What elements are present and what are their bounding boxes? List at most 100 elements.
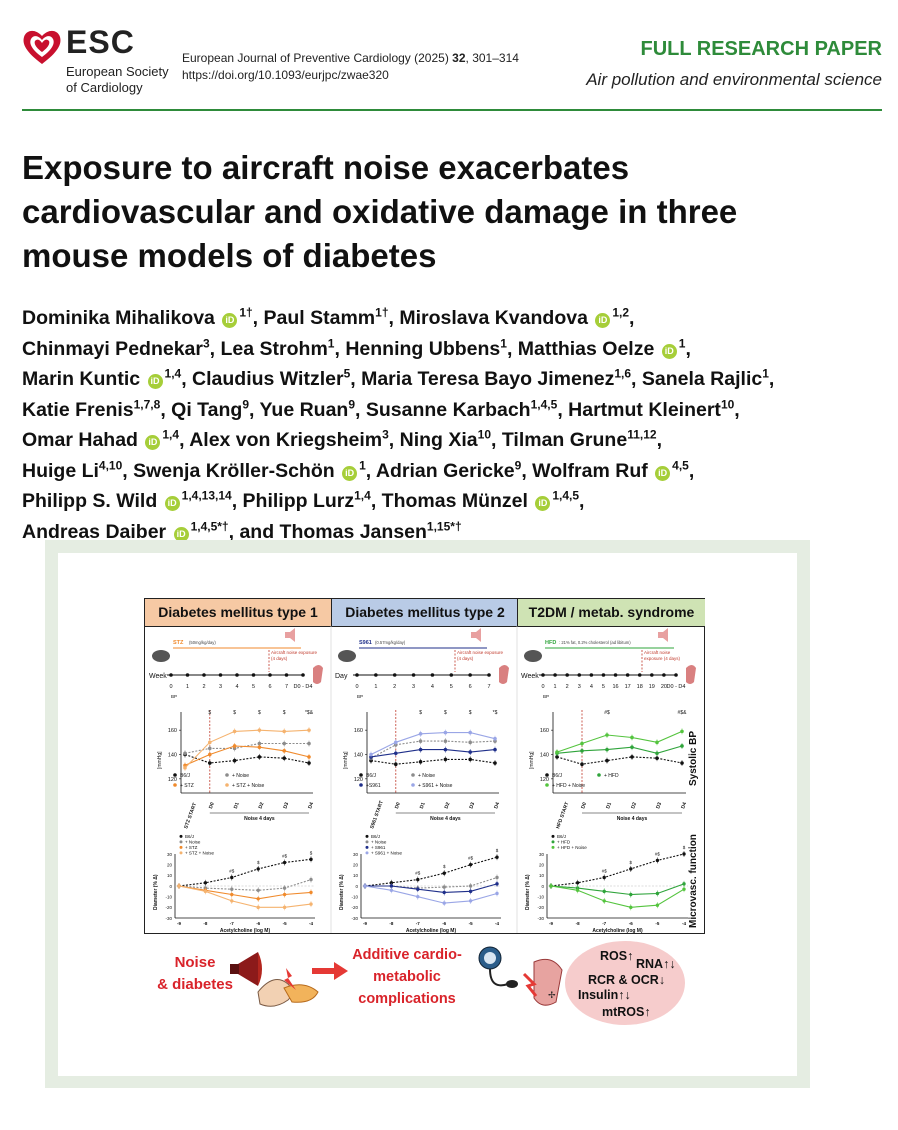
author-name[interactable]: Susanne Karbach [365, 398, 531, 421]
significance-mark: $ [233, 710, 236, 716]
author-name[interactable]: Swenja Kröller-Schön [133, 459, 335, 482]
artery-icon [313, 665, 323, 684]
author-name[interactable]: Sanela Rajlic [641, 368, 763, 390]
micro-y-tick-label: -30 [351, 916, 358, 921]
author-name[interactable]: Qi Tang [171, 398, 243, 421]
orcid-icon[interactable]: iD [164, 496, 180, 511]
bp-y-tick-label: 120 [354, 777, 363, 783]
significance-mark: $ [257, 860, 260, 865]
bp-data-point [418, 732, 423, 736]
micro-data-point [416, 894, 420, 899]
additive-complications-label: Additive cardio- metabolic complications [352, 947, 462, 1007]
author-name[interactable]: Philipp Lurz [242, 490, 355, 512]
micro-data-point [655, 903, 660, 907]
speaker-icon [285, 628, 295, 642]
doi-link[interactable]: https://doi.org/10.1093/eurjpc/zwae320 [182, 68, 389, 82]
bp-x-tick-label: D0 [394, 801, 402, 809]
author-name[interactable]: Philipp S. Wild [22, 490, 158, 512]
legend-marker [179, 840, 183, 844]
orcid-icon[interactable]: iD [535, 496, 551, 511]
bp-data-point [282, 741, 286, 746]
author-name[interactable]: Maria Teresa Bayo Jimenez [361, 368, 615, 390]
noise-duration: exposure (4 days) [644, 656, 681, 661]
author-name[interactable]: Matthias Oelze [517, 337, 655, 360]
bp-data-point [257, 745, 262, 749]
author-affiliation: 1,6 [614, 366, 632, 381]
legend-entry: + Noise [371, 840, 387, 845]
bp-data-point [394, 751, 398, 756]
orcid-icon[interactable]: iD [342, 465, 358, 481]
micro-data-point [203, 881, 208, 885]
orcid-icon[interactable]: iD [147, 374, 163, 389]
orcid-icon[interactable]: iD [173, 526, 189, 542]
author-affiliation: 9 [242, 397, 249, 411]
author-name[interactable]: Miroslava Kvandova [399, 307, 588, 329]
logo-word: ESC [66, 24, 135, 60]
figure-panel-box: Diabetes mellitus type 1 Diabetes mellit… [144, 598, 705, 934]
bp-data-point [468, 740, 473, 745]
legend-entry: + S961 + Noise [418, 783, 453, 789]
micro-y-tick-label: 20 [167, 862, 173, 867]
bp-data-point [232, 744, 237, 748]
timeline-tick-label: 3 [219, 684, 222, 690]
author-name[interactable]: Tilman Grune [501, 429, 628, 451]
legend-entry: + Noise [185, 840, 201, 845]
micro-x-label: Acetylcholine (log M) [220, 928, 271, 933]
author-name[interactable]: Marin Kuntic [22, 368, 141, 390]
drug-dose: : 21% fat, 0.2% cholesterol (ad libitum) [559, 640, 631, 645]
timeline-tick [284, 673, 289, 677]
orcid-icon[interactable]: iD [222, 313, 238, 328]
timeline-tick [589, 673, 594, 677]
author-name[interactable]: Katie Frenis [22, 398, 134, 421]
micro-y-tick-label: -30 [537, 916, 544, 921]
legend-marker [179, 834, 183, 838]
author-name[interactable]: Lea Strohm [220, 337, 328, 360]
author-name[interactable]: Claudius Witzler [192, 368, 344, 390]
micro-data-point [629, 905, 633, 910]
bp-data-point [394, 740, 398, 745]
timeline-tick [374, 673, 378, 677]
author-name[interactable]: Paul Stamm [263, 307, 376, 329]
author-name[interactable]: Wolfram Ruf [532, 459, 648, 482]
micro-data-point [442, 885, 446, 889]
author-name[interactable]: Andreas Daiber [22, 520, 167, 543]
author-name[interactable]: Adrian Gericke [375, 459, 515, 482]
author-name[interactable]: Hartmut Kleinert [568, 398, 721, 421]
author-name[interactable]: Omar Hahad [22, 429, 138, 451]
timeline-tick [625, 673, 630, 677]
author-name[interactable]: Dominika Mihalikova [22, 307, 215, 329]
orcid-icon[interactable]: iD [595, 313, 611, 328]
micro-x-tick-label: -6 [442, 921, 446, 926]
article-title: Exposure to aircraft noise exacerbates c… [22, 149, 738, 274]
author-name[interactable]: Henning Ubbens [345, 337, 501, 360]
micro-series-line [550, 883, 685, 896]
author-name[interactable]: Thomas Münzel [381, 490, 528, 512]
noise-diabetes-label: Noise & diabetes [157, 954, 233, 993]
legend-entry: + HFD [557, 840, 571, 845]
orcid-icon[interactable]: iD [655, 465, 671, 481]
author-name[interactable]: Chinmayi Pednekar [22, 337, 203, 360]
author-name[interactable]: Thomas Jansen [279, 520, 427, 543]
author-name[interactable]: Ning Xia [399, 429, 478, 451]
side-label-bp: Systolic BP [688, 731, 699, 786]
orcid-icon[interactable]: iD [661, 343, 677, 359]
timeline-tick [185, 673, 190, 677]
bp-start-label: HFD START [555, 801, 570, 829]
micro-y-tick-label: 30 [353, 852, 359, 857]
micro-data-point [256, 905, 260, 910]
drug-label: S961 [359, 640, 372, 646]
author-name[interactable]: Huige Li [22, 459, 99, 482]
legend-marker [365, 845, 369, 849]
bp-data-point [418, 760, 423, 764]
timeline-tick [650, 673, 654, 677]
micro-data-point [309, 902, 313, 906]
author-affiliation: 4,10 [98, 458, 123, 472]
author-name[interactable]: Alex von Kriegsheim [189, 429, 383, 451]
micro-x-tick-label: -7 [230, 921, 234, 926]
author-name[interactable]: Yue Ruan [259, 398, 349, 421]
bp-data-point [493, 761, 497, 765]
orcid-icon[interactable]: iD [145, 435, 161, 450]
bp-x-tick-label: D1 [605, 801, 613, 809]
bp-data-point [468, 730, 473, 735]
